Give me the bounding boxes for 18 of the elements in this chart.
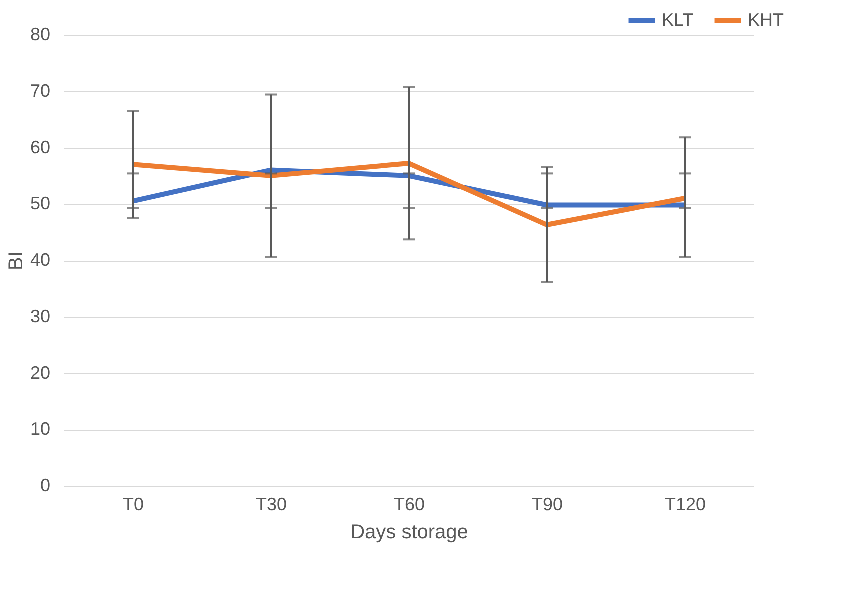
x-tick-label: T30 <box>256 494 288 514</box>
y-tick-label: 70 <box>30 80 50 101</box>
y-tick-label: 60 <box>30 137 50 158</box>
x-tick-label: T60 <box>394 494 426 514</box>
y-axis-title: BI <box>5 252 28 270</box>
y-tick-label: 50 <box>30 194 50 214</box>
y-tick-label: 80 <box>30 24 50 44</box>
legend-label: KHT <box>748 10 784 30</box>
legend-label: KLT <box>662 10 694 30</box>
x-tick-label: T0 <box>122 494 144 514</box>
y-tick-label: 30 <box>30 306 50 326</box>
x-axis-title: Days storage <box>350 522 468 544</box>
y-tick-label: 40 <box>30 250 50 270</box>
y-tick-label: 20 <box>30 362 50 383</box>
y-tick-label: 0 <box>40 476 50 496</box>
x-tick-label: T90 <box>532 494 564 514</box>
y-tick-label: 10 <box>30 419 50 440</box>
x-tick-label: T120 <box>664 494 706 514</box>
